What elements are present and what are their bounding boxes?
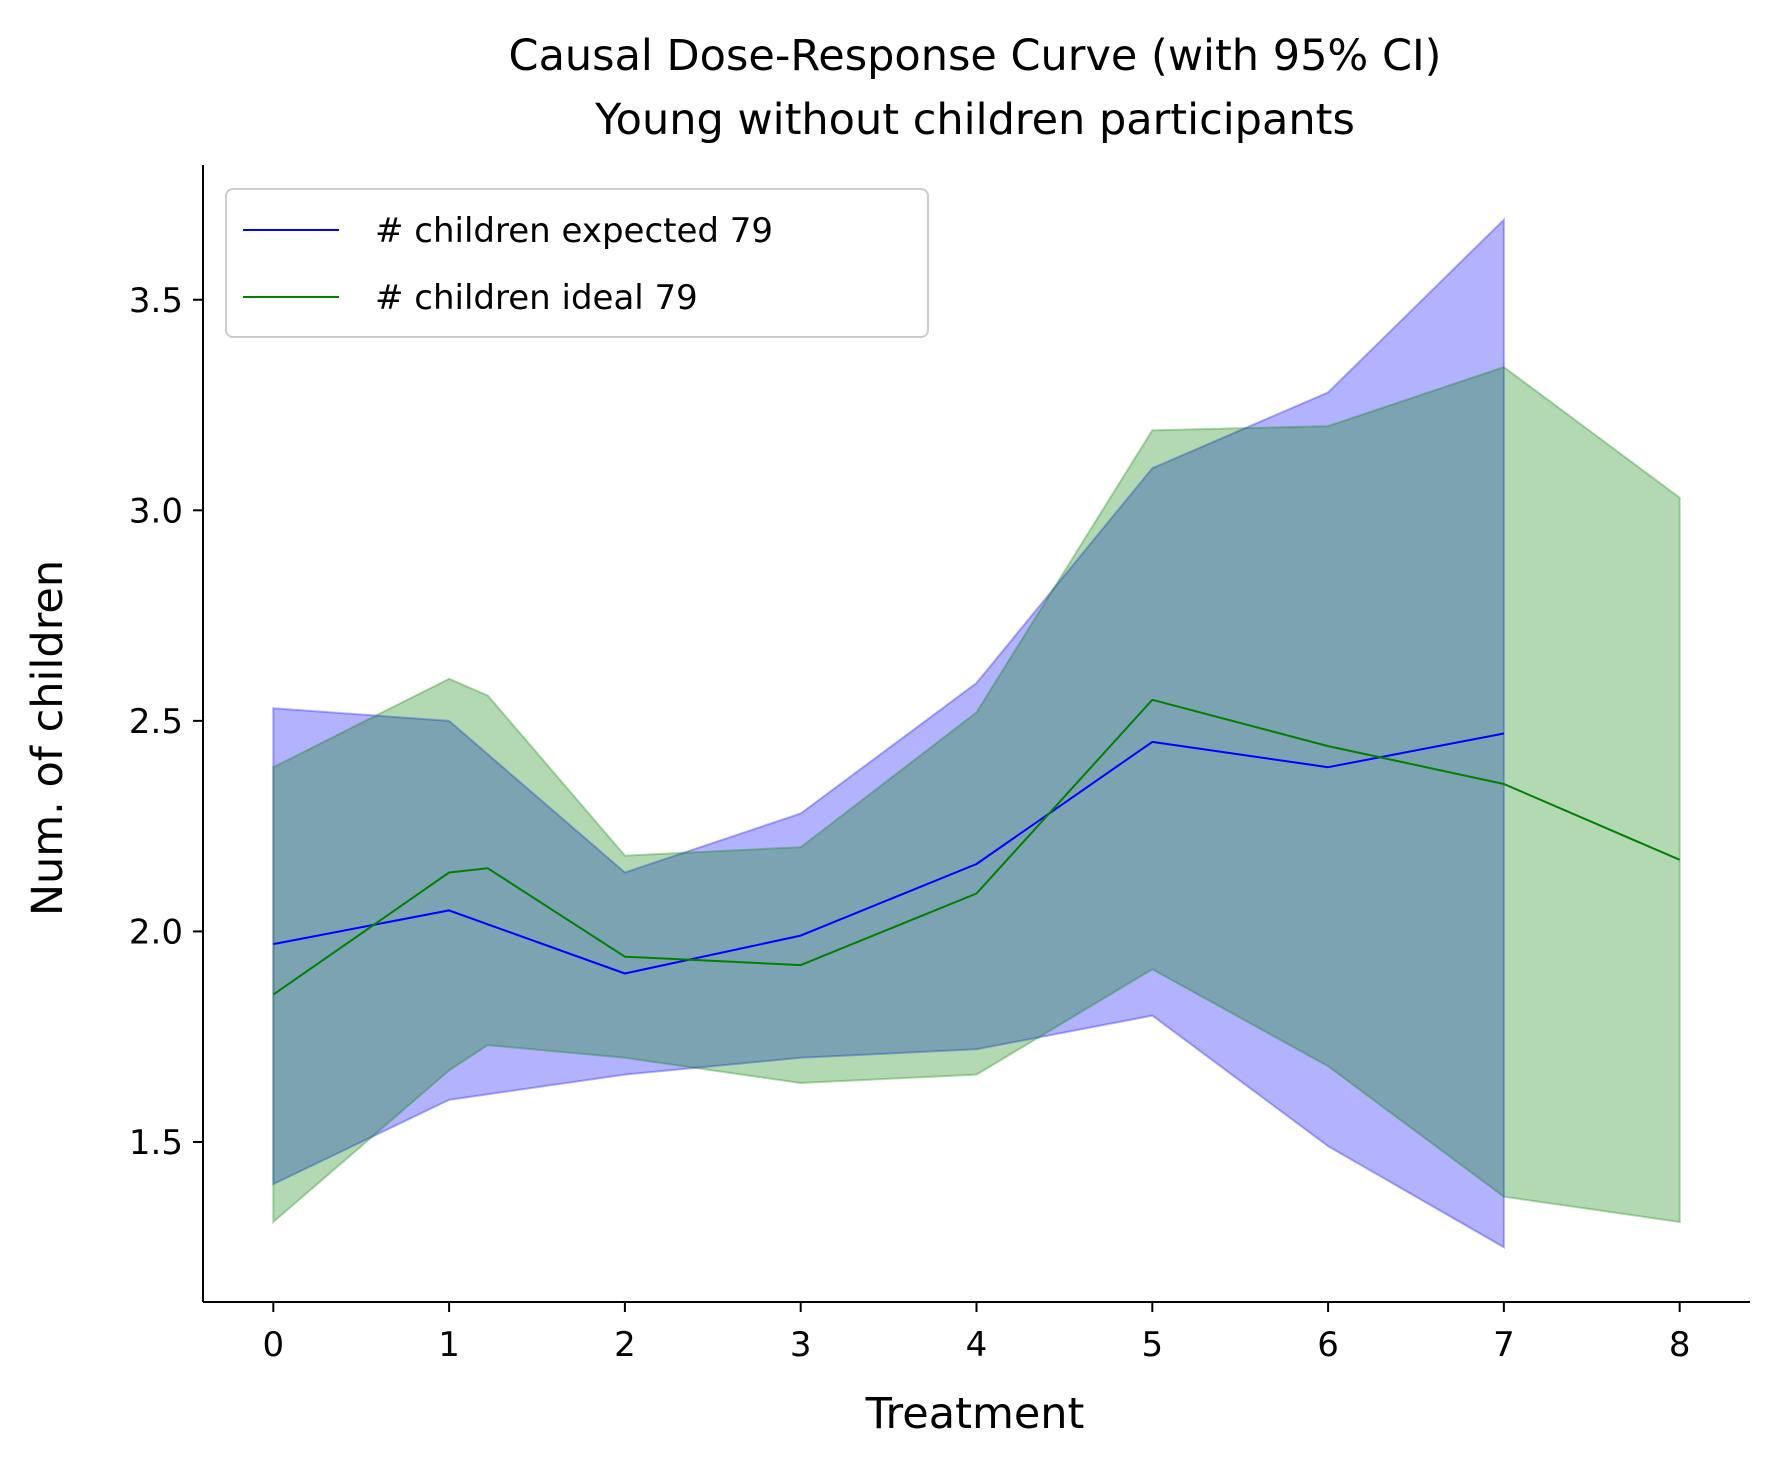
y-tick-label: 2.5: [129, 702, 183, 742]
chart-title: Causal Dose-Response Curve (with 95% CI): [509, 31, 1442, 81]
x-tick-label: 8: [1669, 1325, 1691, 1365]
x-tick-label: 0: [262, 1325, 284, 1365]
y-tick-label: 2.0: [129, 912, 183, 952]
x-tick-label: 5: [1141, 1325, 1163, 1365]
y-tick-label: 3.5: [129, 281, 183, 321]
x-tick-label: 7: [1493, 1325, 1515, 1365]
series-line-expected: [273, 732, 1505, 975]
x-tick-label: 4: [966, 1325, 988, 1365]
ci-band-expected: [272, 217, 1505, 1250]
x-axis-label: Treatment: [865, 1389, 1085, 1439]
x-axis-ticks: 0 1 2 3 4 5 6 7 8: [262, 1302, 1691, 1365]
series-lines: [272, 698, 1681, 996]
y-tick-label: 1.5: [129, 1123, 183, 1163]
legend-frame: [225, 188, 929, 338]
ci-band-ideal: [272, 365, 1681, 1225]
legend-label-expected: # children expected 79: [375, 211, 773, 251]
y-tick-label: 3.0: [129, 491, 183, 531]
chart-subtitle: Young without children participants: [594, 95, 1355, 145]
y-axis-ticks: 1.5 2.0 2.5 3.0 3.5: [129, 281, 203, 1163]
x-tick-label: 3: [790, 1325, 812, 1365]
legend-label-ideal: # children ideal 79: [375, 278, 698, 318]
legend: # children expected 79 # children ideal …: [225, 188, 929, 338]
x-tick-label: 6: [1317, 1325, 1339, 1365]
series-line-ideal: [272, 698, 1681, 996]
x-tick-label: 1: [438, 1325, 460, 1365]
x-tick-label: 2: [614, 1325, 636, 1365]
y-axis-label: Num. of children: [23, 560, 73, 916]
confidence-bands: [272, 217, 1681, 1250]
